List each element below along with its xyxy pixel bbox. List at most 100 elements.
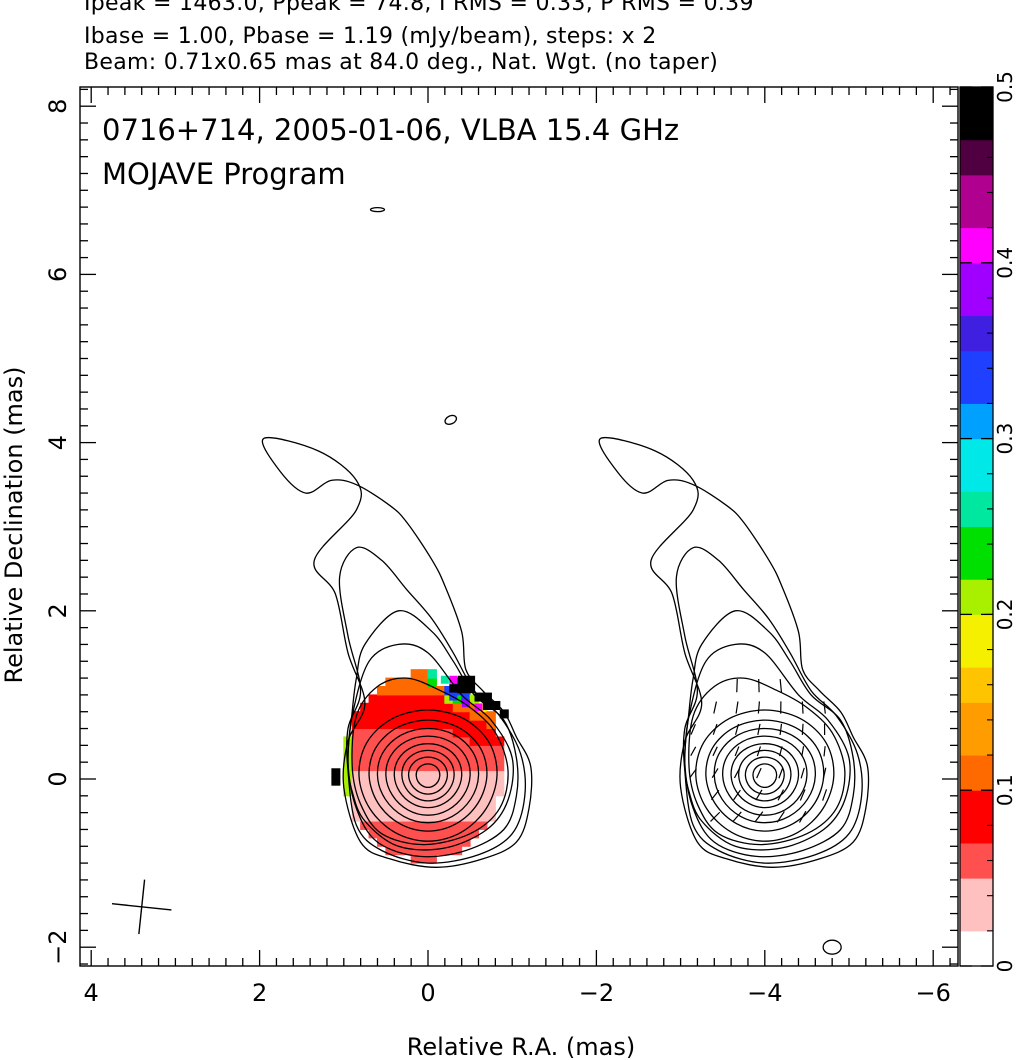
polarization-pixel (360, 778, 370, 788)
polarization-pixel (452, 812, 463, 822)
polarization-pixel (393, 820, 404, 830)
polarization-pixel (452, 744, 463, 755)
polarization-pixel (410, 778, 421, 788)
intensity-contour (752, 763, 778, 789)
polarization-pixel (376, 702, 387, 713)
colorbar-swatch (960, 736, 993, 756)
polarization-pixel (478, 702, 488, 713)
polarization-pixel (385, 778, 395, 788)
polarization-pixel (410, 685, 421, 696)
polarization-pixel (376, 778, 387, 788)
polarization-pixel (452, 820, 463, 830)
polarization-pixel (486, 761, 496, 772)
polarization-pixel (385, 795, 395, 805)
colorbar-swatch (960, 613, 993, 633)
polarization-pixel (376, 736, 387, 746)
polarization-pixel (360, 761, 370, 772)
colorbar-swatch (960, 754, 993, 774)
polarization-pixel (419, 761, 429, 772)
polarization-pixel (427, 812, 437, 822)
colorbar-swatch (960, 824, 993, 844)
polarization-pixel (419, 719, 429, 730)
polarization-pixel (452, 770, 463, 780)
polarization-pixel (376, 694, 387, 704)
polarization-pixel (466, 684, 476, 694)
polarization-pixel (435, 795, 446, 805)
polarization-pixel (478, 770, 488, 780)
polarization-pixel (469, 778, 480, 788)
polarization-pixel (469, 711, 480, 721)
colorbar-swatch (960, 420, 993, 440)
polarization-pixel (435, 736, 446, 746)
colorbar-swatch (960, 543, 993, 563)
polarization-pixel (494, 744, 505, 755)
intensity-contour (688, 677, 846, 846)
polarization-pixel (469, 753, 480, 763)
polarization-pixel (410, 786, 421, 797)
polarization-pixel (368, 711, 378, 721)
polarization-pixel (452, 728, 463, 738)
polarization-pixel (444, 820, 454, 830)
polarization-pixel (368, 719, 378, 730)
polarization-vector (778, 767, 784, 779)
polarization-pixel (427, 677, 437, 687)
intensity-contour (347, 643, 514, 851)
polarization-pixel (452, 845, 463, 856)
polarization-pixel (360, 744, 370, 755)
intensity-contour (369, 206, 386, 213)
polarization-pixel (427, 837, 437, 847)
polarization-vector (712, 723, 718, 735)
polarization-pixel (368, 828, 378, 839)
intensity-contour (415, 763, 441, 789)
polarization-pixel (435, 820, 446, 830)
polarization-pixel (419, 812, 429, 822)
header-line-1: Ipeak = 1463.0, Ppeak = 74.8, I RMS = 0.… (84, 0, 754, 16)
polarization-pixel (385, 744, 395, 755)
polarization-pixel (376, 728, 387, 738)
polarization-pixel (435, 786, 446, 797)
header-line-2: Ibase = 1.00, Pbase = 1.19 (mJy/beam), s… (84, 24, 657, 49)
polarization-pixel (444, 786, 454, 797)
polarization-vector (798, 810, 807, 823)
polarization-pixel (419, 736, 429, 746)
polarization-vector (736, 679, 738, 693)
polarization-pixel (457, 684, 467, 694)
polarization-pixel (452, 719, 463, 730)
intensity-contour (730, 743, 800, 809)
polarization-pixel (402, 677, 412, 687)
intensity-contour (338, 546, 526, 864)
polarization-pixel (452, 677, 463, 687)
intensity-contour (376, 727, 480, 824)
polarization-pixel (343, 778, 353, 788)
colorbar-swatch (960, 578, 993, 598)
polarization-pixel (427, 778, 437, 788)
polarization-pixel (360, 728, 370, 738)
polarization-pixel (385, 803, 395, 814)
polarization-pixel (393, 837, 404, 847)
polarization-pixel (461, 828, 471, 839)
polarization-pixel (385, 820, 395, 830)
polarization-pixel (461, 719, 471, 730)
polarization-vector (800, 767, 805, 779)
polarization-pixel (351, 744, 362, 755)
polarization-pixel (461, 837, 471, 847)
polarization-vector (713, 701, 718, 714)
colorbar-swatch (960, 666, 993, 686)
polarization-pixel (491, 700, 501, 710)
polarization-pixel (351, 795, 362, 805)
polarization-pixel (402, 837, 412, 847)
polarization-pixel (351, 753, 362, 763)
beam-minor-axis (138, 879, 146, 935)
polarization-pixel (368, 744, 378, 755)
polarization-vector (755, 789, 763, 801)
colorbar-swatch (960, 649, 993, 668)
polarization-pixel (376, 770, 387, 780)
polarization-pixel (452, 786, 463, 797)
colorbar-swatch (960, 508, 993, 527)
polarization-pixel (368, 812, 378, 822)
colorbar-swatch (960, 947, 993, 967)
polarization-pixel (444, 778, 454, 788)
polarization-vector (710, 811, 721, 822)
polarization-pixel (376, 753, 387, 763)
polarization-pixel (402, 778, 412, 788)
